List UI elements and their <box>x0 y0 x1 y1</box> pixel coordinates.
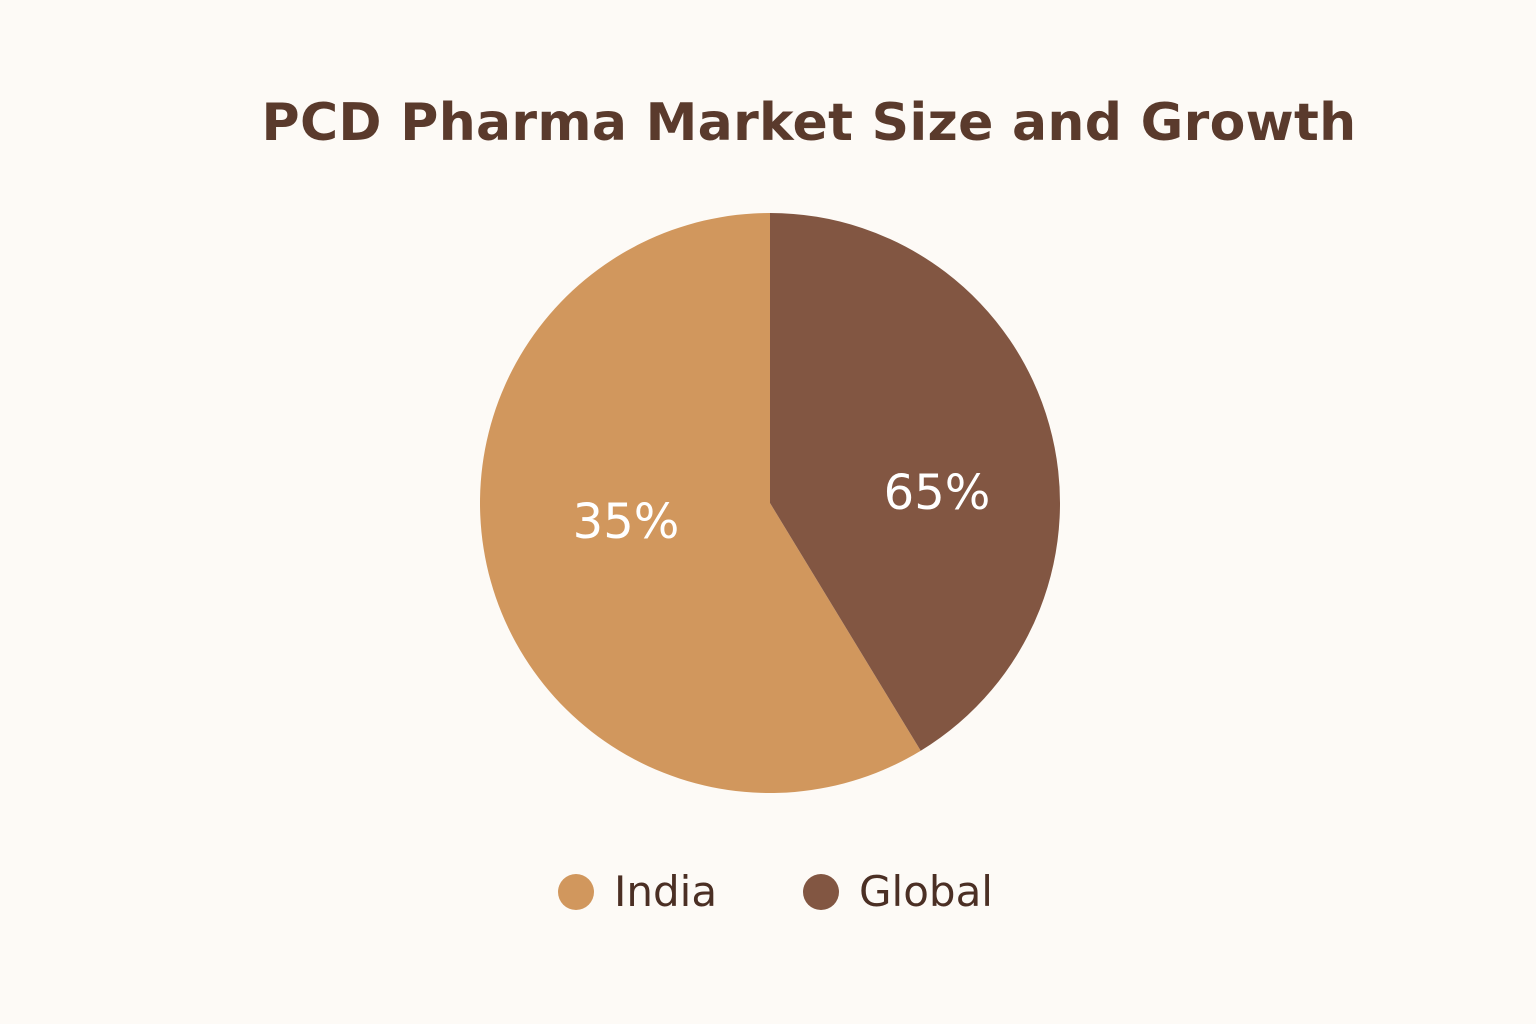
chart-title: PCD Pharma Market Size and Growth <box>261 93 1357 153</box>
legend-label-global: Global <box>859 867 993 916</box>
legend-label-india: India <box>614 867 718 916</box>
slice-label-india: 35% <box>573 494 680 550</box>
legend-swatch-global <box>803 874 839 910</box>
legend-item-india: India <box>558 862 717 922</box>
pie-slice-india <box>480 213 921 793</box>
legend-swatch-india <box>558 874 594 910</box>
slice-label-global: 65% <box>884 465 991 521</box>
pie-slice-global <box>770 213 1060 751</box>
legend: India Global <box>0 862 1536 922</box>
legend-item-global: Global <box>803 862 993 922</box>
